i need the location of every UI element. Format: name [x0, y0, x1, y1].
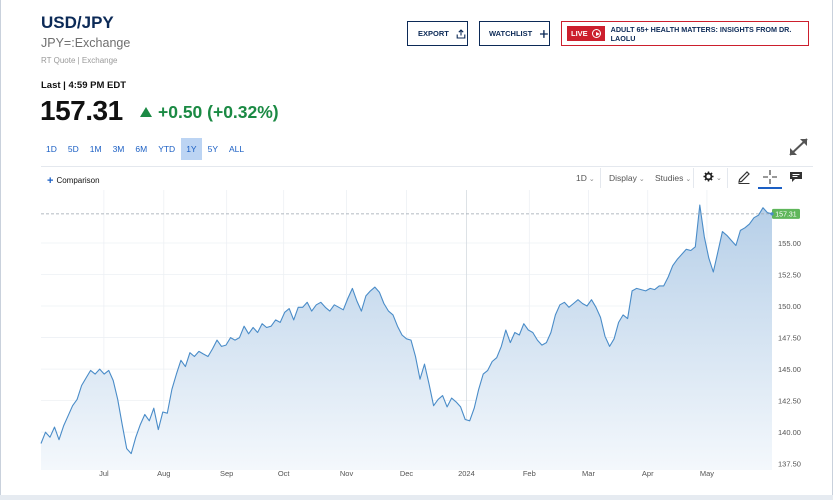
price-change-value: +0.50 (+0.32%): [158, 102, 279, 122]
watchlist-button[interactable]: WATCHLIST: [479, 21, 550, 46]
live-stream-button[interactable]: LIVE ADULT 65+ HEALTH MATTERS: INSIGHTS …: [561, 21, 809, 46]
settings-icon: [703, 171, 714, 182]
range-button-ytd[interactable]: YTD: [158, 144, 176, 154]
price-line: [40, 204, 773, 455]
comparison-button[interactable]: + Comparison: [47, 175, 100, 187]
last-price-tag-background: [772, 208, 800, 219]
x-tick-label: Aug: [157, 469, 170, 478]
live-badge: LIVE: [567, 26, 605, 41]
plus-icon: [540, 29, 549, 38]
toolbar-separator: [600, 168, 601, 188]
range-button-1y[interactable]: 1Y: [181, 138, 202, 160]
y-tick-label: 140.00: [778, 428, 801, 437]
display-label: Display: [609, 173, 637, 183]
quote-symbol: USD/JPY: [41, 13, 114, 32]
crosshair-tool-active[interactable]: [758, 167, 782, 189]
display-dropdown[interactable]: Display ⌄: [609, 173, 645, 183]
watchlist-label: WATCHLIST: [489, 29, 533, 38]
interval-label: 1D: [576, 173, 587, 183]
range-button-5d[interactable]: 5D: [67, 144, 79, 154]
expand-icon[interactable]: [787, 136, 811, 158]
range-button-1d[interactable]: 1D: [46, 144, 57, 154]
y-tick-label: 137.50: [778, 460, 801, 469]
studies-label: Studies: [655, 173, 684, 183]
quote-exchange: JPY=:Exchange: [41, 36, 131, 50]
y-tick-label: 152.50: [778, 271, 801, 280]
quote-type: RT Quote | Exchange: [41, 56, 118, 65]
price-change: +0.50 (+0.32%): [140, 102, 279, 123]
toolbar-separator: [693, 168, 694, 188]
play-icon: [591, 29, 601, 38]
y-axis: 137.50 140.00 142.50 145.00 147.50 150.00 152.…: [778, 239, 801, 469]
settings-dropdown[interactable]: ⌄: [703, 171, 722, 182]
page-bottom-bar: [0, 495, 833, 500]
toolbar-divider: [41, 166, 813, 167]
x-tick-label: Mar: [582, 469, 595, 478]
pencil-icon[interactable]: [736, 169, 752, 185]
y-tick-label: 142.50: [778, 397, 801, 406]
chevron-down-icon: ⌄: [716, 175, 722, 182]
y-tick-label: 145.00: [778, 365, 801, 374]
export-button[interactable]: EXPORT: [407, 21, 468, 46]
range-button-3m[interactable]: 3M: [112, 144, 125, 154]
y-tick-label: 155.00: [778, 239, 801, 248]
x-tick-label: Dec: [400, 469, 414, 478]
comparison-plus-icon: +: [47, 175, 54, 187]
live-stream-title: ADULT 65+ HEALTH MATTERS: INSIGHTS FROM …: [610, 24, 792, 43]
y-tick-label: 147.50: [778, 334, 801, 343]
live-badge-label: LIVE: [571, 29, 588, 38]
chevron-down-icon: ⌄: [588, 176, 595, 183]
x-tick-label: Feb: [523, 469, 536, 478]
toolbar-separator: [727, 168, 728, 188]
chevron-down-icon: ⌄: [685, 176, 692, 183]
range-button-all[interactable]: ALL: [229, 144, 245, 154]
x-axis: Jul Aug Sep Oct Nov Dec 2024 Feb Mar Apr May: [99, 469, 714, 478]
x-tick-label: Sep: [220, 469, 233, 478]
last-price-point: [770, 212, 774, 216]
comparison-label: Comparison: [56, 176, 100, 185]
interval-dropdown[interactable]: 1D ⌄: [576, 173, 595, 183]
x-tick-label: 2024: [458, 469, 475, 478]
last-price-tag-label: 157.31: [775, 212, 797, 219]
y-tick-label: 150.00: [778, 302, 801, 311]
last-price: 157.31: [40, 95, 123, 126]
last-price-tag: 157.31: [770, 208, 800, 219]
x-tick-label: Nov: [340, 469, 354, 478]
chat-icon[interactable]: [788, 169, 804, 185]
time-range-selector: 1D 5D 1M 3M 6M YTD 1Y 5Y ALL: [41, 138, 250, 160]
range-button-1m[interactable]: 1M: [89, 144, 102, 154]
up-arrow-icon: [140, 107, 152, 117]
x-tick-label: Jul: [99, 469, 109, 478]
studies-dropdown[interactable]: Studies ⌄: [655, 173, 691, 183]
crosshair-icon: [763, 170, 777, 184]
range-button-6m[interactable]: 6M: [135, 144, 148, 154]
price-area: [41, 205, 772, 470]
x-tick-label: Apr: [642, 469, 654, 478]
export-icon: [456, 28, 466, 39]
x-tick-label: May: [700, 469, 714, 478]
chevron-down-icon: ⌄: [638, 176, 645, 183]
export-label: EXPORT: [418, 29, 449, 38]
x-tick-label: Oct: [278, 469, 291, 478]
last-update-label: Last | 4:59 PM EDT: [41, 80, 127, 91]
range-button-5y[interactable]: 5Y: [207, 144, 218, 154]
